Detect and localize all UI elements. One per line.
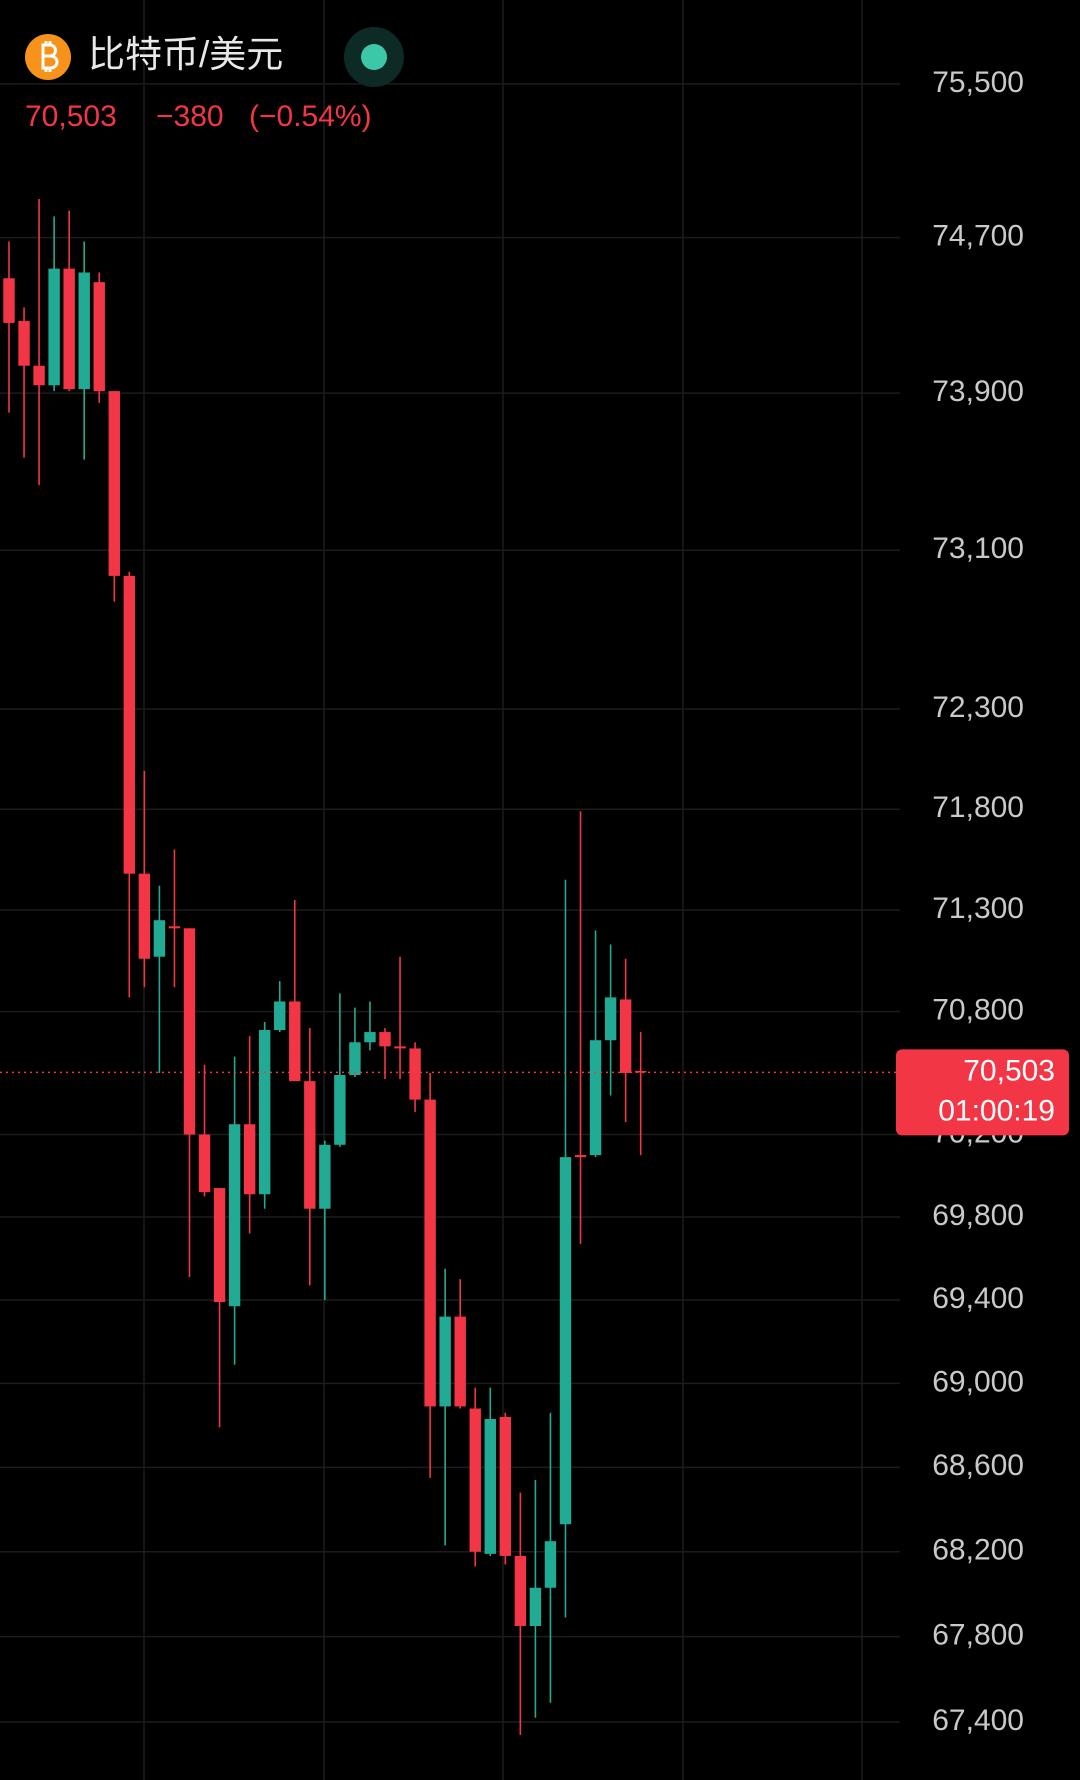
candle-body <box>619 999 632 1073</box>
last-price-label: 70,503 <box>963 1054 1055 1087</box>
candle-body <box>274 1001 286 1031</box>
bitcoin-glyph <box>41 41 59 72</box>
y-tick-label: 72,300 <box>932 691 1024 724</box>
y-tick-label: 69,800 <box>932 1199 1024 1232</box>
candle-body <box>304 1081 316 1209</box>
header: 比特币/美元 70,503 −380 (−0.54%) <box>25 27 404 133</box>
candle-body <box>153 920 166 957</box>
countdown-label: 01:00:19 <box>938 1094 1055 1127</box>
candle-body <box>183 928 196 1135</box>
candle-body <box>439 1316 451 1407</box>
candle-body <box>258 1030 271 1195</box>
candle-body <box>514 1555 527 1627</box>
price-marker: 70,503 01:00:19 <box>0 1049 1069 1136</box>
y-tick-label: 75,500 <box>932 66 1024 99</box>
candle-body <box>334 1075 346 1145</box>
candle-body <box>544 1541 557 1588</box>
grid: 75,500 74,700 73,900 73,100 72,300 71,800 71,3… <box>0 66 1024 1737</box>
y-tick-label: 70,800 <box>932 994 1024 1027</box>
candle-body <box>138 873 151 959</box>
y-tick-label: 73,100 <box>932 532 1024 565</box>
y-tick-label: 73,900 <box>932 375 1024 408</box>
candle-body <box>3 278 15 323</box>
candle-body <box>589 1040 602 1156</box>
y-tick-label: 69,000 <box>932 1365 1024 1398</box>
candle-body <box>213 1188 226 1303</box>
candle-body <box>198 1134 211 1193</box>
candle-body <box>529 1587 542 1627</box>
candle-body <box>319 1144 331 1209</box>
y-tick-label: 74,700 <box>932 220 1024 253</box>
candle-body <box>123 575 136 874</box>
candle-body <box>424 1099 436 1407</box>
candle-body <box>499 1416 512 1556</box>
header-price: 70,503 <box>25 100 117 133</box>
candle-body <box>168 926 181 929</box>
vertical-grid <box>143 0 863 1780</box>
header-change-percent: (−0.54%) <box>249 100 372 133</box>
candle-body <box>78 272 90 390</box>
candle-body <box>349 1042 361 1076</box>
y-tick-label: 68,600 <box>932 1449 1024 1482</box>
candle-body <box>634 1070 647 1073</box>
candle-body <box>18 320 30 366</box>
candle-body <box>559 1157 572 1525</box>
candle-body <box>228 1124 241 1307</box>
last-price-box <box>896 1049 1069 1136</box>
candle-body <box>409 1048 421 1100</box>
candle-body <box>93 282 105 392</box>
y-tick-label: 67,400 <box>932 1704 1024 1737</box>
y-tick-label: 68,200 <box>932 1534 1024 1567</box>
candle-body <box>33 365 45 386</box>
candle-body <box>604 997 617 1041</box>
y-tick-label: 69,400 <box>932 1282 1024 1315</box>
candle-body <box>379 1032 391 1047</box>
candle-body <box>364 1032 376 1043</box>
candle-body <box>454 1316 466 1407</box>
candle-body <box>469 1408 481 1552</box>
y-tick-label: 67,800 <box>932 1619 1024 1652</box>
candle-body <box>394 1046 406 1049</box>
y-tick-label: 71,300 <box>932 892 1024 925</box>
y-tick-label: 71,800 <box>932 791 1024 824</box>
candle-body <box>484 1419 496 1554</box>
status-dot <box>361 44 387 70</box>
candle-body <box>243 1124 256 1195</box>
candle-body <box>63 268 75 390</box>
symbol-title: 比特币/美元 <box>88 34 283 75</box>
candle-body <box>48 268 60 386</box>
candle-body <box>574 1155 587 1158</box>
candle-body <box>108 391 120 576</box>
header-change: −380 <box>156 100 224 133</box>
candles <box>3 199 647 1735</box>
candle-body <box>289 1001 301 1082</box>
